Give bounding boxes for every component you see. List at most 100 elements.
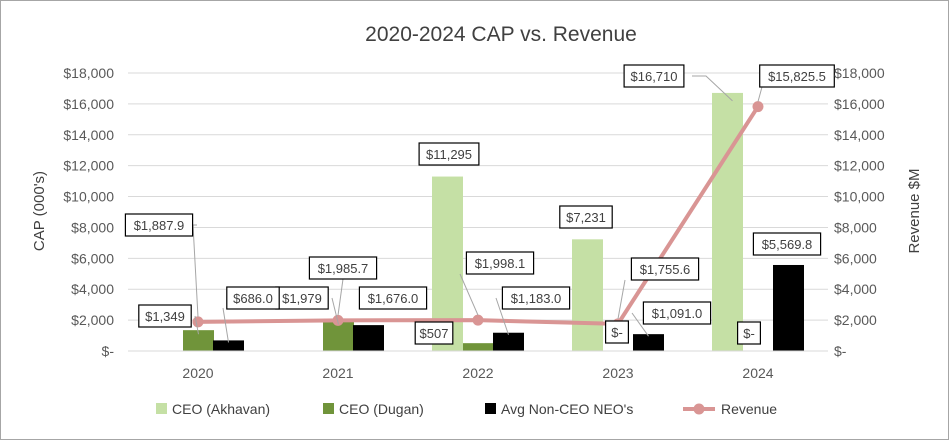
leader-line bbox=[192, 224, 199, 317]
data-label-revenue-box bbox=[465, 251, 535, 275]
data-label-revenue: $1,998.1 bbox=[465, 251, 535, 275]
y-tick-label-left: $8,000 bbox=[71, 219, 114, 235]
data-label-revenue: $1,755.6 bbox=[630, 257, 700, 281]
legend-label: CEO (Akhavan) bbox=[172, 401, 270, 417]
data-label-akhavan: $16,710 bbox=[623, 64, 685, 88]
data-label-dugan: $- bbox=[736, 321, 761, 345]
data-label-akhavan: $11,295 bbox=[418, 142, 480, 166]
data-label-akhavan-box bbox=[623, 64, 685, 88]
data-label-dugan: $1,979 bbox=[275, 286, 329, 310]
x-tick-label: 2022 bbox=[462, 365, 493, 381]
data-label-revenue: $15,825.5 bbox=[759, 64, 835, 88]
data-label-non-ceo-box bbox=[501, 286, 571, 310]
y-tick-label-right: $16,000 bbox=[834, 96, 885, 112]
data-label-dugan-text: $1,349 bbox=[145, 309, 185, 324]
data-label-non-ceo-text: $5,569.8 bbox=[762, 237, 813, 252]
data-label-non-ceo-text: $1,676.0 bbox=[368, 291, 419, 306]
legend-item: Avg Non-CEO NEO's bbox=[485, 401, 633, 417]
data-label-akhavan-box bbox=[418, 142, 480, 166]
y-tick-label-left: $4,000 bbox=[71, 281, 114, 297]
revenue-point bbox=[752, 101, 764, 113]
legend-label: Avg Non-CEO NEO's bbox=[501, 401, 633, 417]
leader-line bbox=[617, 279, 626, 319]
y-tick-label-right: $6,000 bbox=[834, 250, 877, 266]
x-tick-label: 2021 bbox=[322, 365, 353, 381]
legend-marker bbox=[693, 403, 705, 415]
y-tick-label-left: $6,000 bbox=[71, 250, 114, 266]
leader-line bbox=[757, 86, 763, 102]
bar-avg-non-ceo-neo-s bbox=[353, 325, 384, 351]
revenue-point bbox=[192, 316, 204, 328]
data-label-dugan-box bbox=[138, 304, 192, 328]
data-label-non-ceo-box bbox=[226, 286, 280, 310]
data-label-revenue-box bbox=[308, 256, 378, 280]
data-label-revenue-box bbox=[630, 257, 700, 281]
data-label-revenue-text: $1,887.9 bbox=[134, 218, 185, 233]
y-tick-label-right: $2,000 bbox=[834, 312, 877, 328]
data-label-dugan-box bbox=[414, 321, 454, 345]
x-tick-label: 2020 bbox=[182, 365, 213, 381]
data-label-non-ceo-text: $1,091.0 bbox=[652, 306, 703, 321]
bar-avg-non-ceo-neo-s bbox=[633, 334, 664, 351]
bar-ceo-dugan- bbox=[183, 330, 214, 351]
data-label-revenue-text: $1,998.1 bbox=[475, 256, 526, 271]
revenue-point bbox=[472, 314, 484, 326]
data-label-revenue: $1,887.9 bbox=[124, 213, 194, 237]
legend-swatch bbox=[323, 403, 334, 414]
data-label-non-ceo: $686.0 bbox=[226, 286, 280, 310]
leader-line bbox=[459, 273, 479, 316]
data-label-dugan-box bbox=[736, 321, 761, 345]
y-tick-label-left: $12,000 bbox=[63, 158, 114, 174]
y-axis-title-left: CAP (000's) bbox=[31, 171, 48, 251]
leader-line bbox=[337, 278, 344, 316]
legend-item: CEO (Dugan) bbox=[323, 401, 424, 417]
y-tick-label-right: $10,000 bbox=[834, 189, 885, 205]
data-label-non-ceo-text: $1,183.0 bbox=[511, 291, 562, 306]
y-tick-label-right: $18,000 bbox=[834, 65, 885, 81]
data-label-non-ceo-box bbox=[642, 301, 712, 325]
x-tick-label: 2023 bbox=[602, 365, 633, 381]
y-tick-label-left: $- bbox=[102, 343, 115, 359]
y-tick-label-left: $10,000 bbox=[63, 189, 114, 205]
data-label-revenue: $1,985.7 bbox=[308, 256, 378, 280]
data-label-dugan-text: $1,979 bbox=[282, 291, 322, 306]
data-label-dugan-box bbox=[604, 320, 629, 344]
bar-series bbox=[183, 92, 804, 351]
data-label-dugan-text: $507 bbox=[420, 326, 449, 341]
chart-title: 2020-2024 CAP vs. Revenue bbox=[365, 23, 637, 46]
bar-avg-non-ceo-neo-s bbox=[493, 332, 524, 351]
data-label-dugan: $- bbox=[604, 320, 629, 344]
y-tick-label-left: $16,000 bbox=[63, 96, 114, 112]
data-label-revenue-box bbox=[124, 213, 194, 237]
legend-item: Revenue bbox=[683, 401, 777, 417]
y-tick-label-right: $14,000 bbox=[834, 127, 885, 143]
bar-avg-non-ceo-neo-s bbox=[773, 264, 804, 351]
data-label-revenue-box bbox=[759, 64, 835, 88]
leader-line bbox=[495, 297, 509, 335]
leader-line bbox=[222, 307, 229, 343]
legend-label: Revenue bbox=[721, 401, 777, 417]
y-tick-label-right: $8,000 bbox=[834, 219, 877, 235]
data-label-revenue-text: $15,825.5 bbox=[768, 69, 826, 84]
legend-item: CEO (Akhavan) bbox=[156, 401, 270, 417]
leader-line bbox=[631, 312, 649, 337]
data-label-akhavan-text: $16,710 bbox=[631, 69, 678, 84]
bar-ceo-akhavan- bbox=[572, 239, 603, 351]
y-tick-label-right: $12,000 bbox=[834, 158, 885, 174]
data-label-non-ceo: $5,569.8 bbox=[752, 232, 822, 256]
legend-label: CEO (Dugan) bbox=[339, 401, 424, 417]
data-label-dugan-text: $- bbox=[611, 325, 623, 340]
data-labels: $11,295 $7,231 $16,710 $1,349 $1,979 $507 $- $-… bbox=[124, 64, 835, 345]
data-label-non-ceo: $1,183.0 bbox=[501, 286, 571, 310]
data-label-revenue-text: $1,755.6 bbox=[640, 262, 691, 277]
data-label-revenue-text: $1,985.7 bbox=[318, 261, 369, 276]
leader-line bbox=[692, 75, 733, 102]
axes: $- $2,000 $4,000 $6,000 $8,000 $10,000 $12,000… bbox=[63, 65, 884, 381]
leader-line bbox=[194, 315, 199, 335]
y-tick-label-left: $18,000 bbox=[63, 65, 114, 81]
label-leader-lines bbox=[192, 75, 763, 343]
legend-swatch bbox=[156, 403, 167, 414]
legend: CEO (Akhavan) CEO (Dugan) Avg Non-CEO NEO'… bbox=[156, 401, 777, 417]
